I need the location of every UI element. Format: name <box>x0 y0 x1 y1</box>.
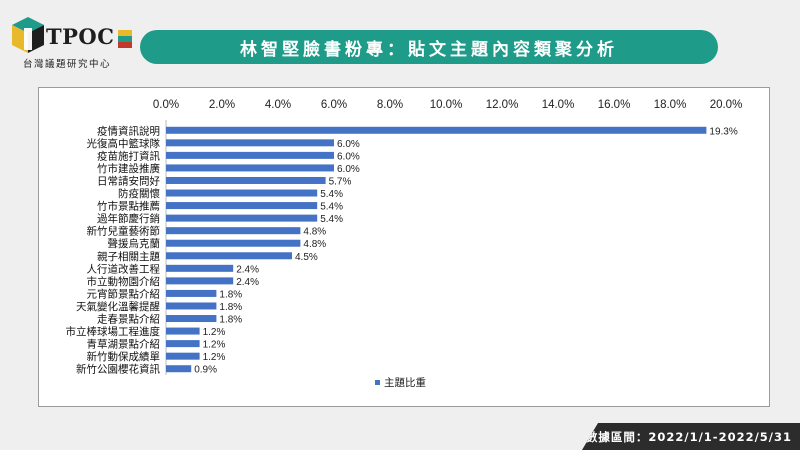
bar <box>166 252 292 260</box>
bar <box>166 277 234 285</box>
data-label: 6.0% <box>337 164 360 175</box>
bar <box>166 340 200 348</box>
x-tick-label: 10.0% <box>430 99 463 111</box>
x-tick-label: 4.0% <box>265 99 291 111</box>
data-label: 4.5% <box>295 252 318 263</box>
x-tick-label: 2.0% <box>209 99 235 111</box>
data-label: 1.2% <box>203 352 226 363</box>
legend-swatch <box>375 380 380 385</box>
bar <box>166 327 200 335</box>
brand-subtitle: 台灣議題研究中心 <box>23 59 112 70</box>
category-label: 走春景點介紹 <box>97 313 160 326</box>
bar <box>166 315 217 323</box>
x-tick-label: 16.0% <box>598 99 631 111</box>
data-label: 6.0% <box>337 151 360 162</box>
bar <box>166 239 301 247</box>
brand-flag-icon <box>118 30 132 48</box>
x-tick-label: 6.0% <box>321 99 347 111</box>
category-label: 市立棒球場工程進度 <box>66 325 161 338</box>
category-label: 人行道改善工程 <box>87 262 161 275</box>
category-label: 市立動物園介紹 <box>87 275 161 288</box>
data-label: 5.4% <box>320 189 343 200</box>
data-label: 1.2% <box>203 327 226 338</box>
data-label: 5.4% <box>320 202 343 213</box>
x-tick-label: 14.0% <box>542 99 575 111</box>
data-label: 19.3% <box>709 126 737 137</box>
data-label: 0.9% <box>194 365 217 376</box>
date-range: 數據區間：2022/1/1-2022/5/31 <box>585 429 792 444</box>
brand-name: TPOC <box>46 24 115 49</box>
bar <box>166 151 334 159</box>
data-label: 1.8% <box>219 289 242 300</box>
bar <box>166 264 234 272</box>
category-label: 元宵節景點介紹 <box>87 287 161 300</box>
category-label: 光復高中籃球隊 <box>87 137 161 150</box>
bar-chart: 0.0% 2.0% 4.0% 6.0% 8.0% 10.0% 12.0% 14.0% 16.0%… <box>66 99 743 389</box>
bar <box>166 164 334 172</box>
data-label: 5.7% <box>329 176 352 187</box>
tpoc-logo-mark-icon <box>12 17 44 53</box>
data-label: 5.4% <box>320 214 343 225</box>
chart-panel: 0.0% 2.0% 4.0% 6.0% 8.0% 10.0% 12.0% 14.0% 16.0%… <box>38 87 770 407</box>
x-tick-label: 20.0% <box>710 99 743 111</box>
data-label: 6.0% <box>337 139 360 150</box>
category-label: 親子相關主題 <box>97 250 160 263</box>
bar <box>166 227 301 235</box>
category-label: 過年節慶行銷 <box>97 212 160 225</box>
bar <box>166 176 326 184</box>
data-label: 2.4% <box>236 277 259 288</box>
data-label: 1.8% <box>219 302 242 313</box>
data-label: 4.8% <box>303 239 326 250</box>
bar <box>166 365 192 373</box>
category-label: 新竹兒童藝術節 <box>87 225 161 238</box>
bar <box>166 189 318 197</box>
date-range-tag: 數據區間：2022/1/1-2022/5/31 <box>582 423 800 450</box>
bar <box>166 126 707 134</box>
category-label: 竹市景點推薦 <box>97 200 160 213</box>
category-label: 新竹公園櫻花資訊 <box>76 363 160 376</box>
category-label: 新竹動保成績單 <box>87 350 161 363</box>
page-title: 林智堅臉書粉專：貼文主題內容類聚分析 <box>240 39 618 60</box>
category-label: 青草湖景點介紹 <box>87 338 161 351</box>
bar <box>166 302 217 310</box>
data-label: 2.4% <box>236 264 259 275</box>
x-tick-label: 12.0% <box>486 99 519 111</box>
tpoc-logo: TPOC 台灣議題研究中心 <box>10 14 135 74</box>
category-label: 聲援烏克蘭 <box>108 237 161 250</box>
legend-label: 主題比重 <box>384 376 426 389</box>
bar <box>166 202 318 210</box>
category-label: 竹市建設推廣 <box>97 162 160 175</box>
bar <box>166 139 334 147</box>
category-label: 天氣變化溫馨提醒 <box>76 300 160 313</box>
category-label: 疫情資訊說明 <box>97 124 160 137</box>
data-label: 1.2% <box>203 340 226 351</box>
x-tick-label: 8.0% <box>377 99 403 111</box>
data-label: 4.8% <box>303 227 326 238</box>
x-tick-label: 18.0% <box>654 99 687 111</box>
category-label: 日常請安問好 <box>97 174 160 187</box>
category-label: 防疫關懷 <box>118 187 160 200</box>
bar <box>166 214 318 222</box>
data-label: 1.8% <box>219 315 242 326</box>
bar <box>166 352 200 360</box>
bar <box>166 289 217 297</box>
category-label: 疫苗施打資訊 <box>97 149 160 162</box>
x-tick-label: 0.0% <box>153 99 179 111</box>
title-banner: 林智堅臉書粉專：貼文主題內容類聚分析 <box>140 30 718 64</box>
